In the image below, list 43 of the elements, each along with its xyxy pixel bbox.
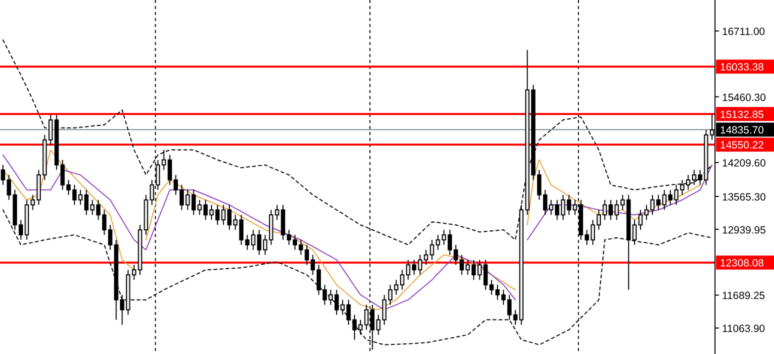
candlestick bbox=[632, 219, 637, 246]
candlestick bbox=[132, 264, 136, 280]
y-tick-label: 12939.95 bbox=[722, 224, 766, 236]
candlestick bbox=[6, 174, 12, 200]
candlestick bbox=[489, 279, 494, 296]
y-tick-label: 15460.30 bbox=[722, 92, 766, 104]
candlestick bbox=[72, 184, 77, 206]
candlestick bbox=[436, 234, 440, 250]
ref-line-label: 14550.22 bbox=[720, 140, 764, 152]
ref-line-label: 12308.08 bbox=[720, 258, 764, 270]
candlestick bbox=[60, 159, 65, 190]
candlestick bbox=[560, 194, 566, 220]
candlestick bbox=[566, 194, 572, 216]
candlestick bbox=[650, 194, 655, 216]
candlestick bbox=[286, 229, 292, 246]
y-tick-label: 11689.25 bbox=[722, 290, 766, 302]
candlestick bbox=[358, 319, 363, 336]
candlestick bbox=[418, 254, 422, 276]
candlestick bbox=[501, 289, 506, 306]
candlestick bbox=[0, 164, 6, 186]
candlestick bbox=[424, 249, 428, 266]
candlestick bbox=[352, 314, 357, 340]
candlestick bbox=[430, 239, 434, 260]
candlestick bbox=[215, 204, 220, 226]
candlestick bbox=[644, 204, 649, 220]
candlestick bbox=[292, 234, 298, 250]
y-tick-label: 11063.90 bbox=[722, 323, 766, 336]
candlestick bbox=[638, 209, 643, 230]
candlestick bbox=[274, 204, 280, 220]
y-tick-label: 14209.60 bbox=[722, 158, 766, 170]
y-tick-label: 13565.30 bbox=[722, 191, 766, 204]
candlestick bbox=[66, 179, 71, 196]
ref-line-label: 14835.70 bbox=[720, 124, 764, 137]
ref-line-label: 15132.85 bbox=[720, 108, 764, 121]
candlestick bbox=[507, 294, 512, 320]
candlestick bbox=[221, 204, 226, 226]
candlestick bbox=[209, 204, 214, 220]
candlestick bbox=[78, 189, 83, 206]
y-tick-label: 16711.00 bbox=[722, 26, 766, 38]
ref-line-label: 16033.38 bbox=[720, 62, 764, 74]
candlestick bbox=[495, 284, 500, 300]
candlestick bbox=[346, 299, 351, 326]
candlestick bbox=[203, 199, 208, 220]
